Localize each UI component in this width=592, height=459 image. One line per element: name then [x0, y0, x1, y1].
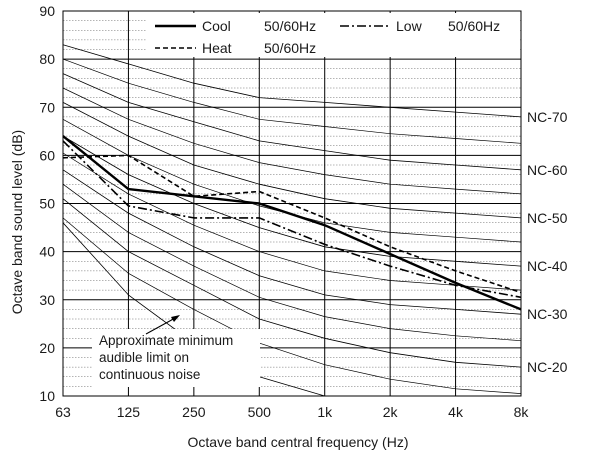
x-tick-label: 8k	[514, 404, 530, 420]
legend-low-label: Low	[396, 18, 423, 34]
series-heat-line	[62, 154, 522, 294]
y-tick-label: 70	[39, 99, 55, 115]
nc-curve	[62, 102, 522, 219]
legend-low-hz: 50/60Hz	[448, 18, 500, 34]
annotation-arrowhead	[171, 315, 180, 322]
nc-curve	[62, 73, 522, 171]
y-tick-label: 20	[39, 340, 55, 356]
nc-curve-label: NC-50	[527, 210, 568, 226]
nc-curve-label: NC-40	[527, 258, 568, 274]
y-tick-label: 40	[39, 244, 55, 260]
y-axis-label: Octave band sound level (dB)	[9, 130, 25, 314]
nc-curve-label: NC-70	[527, 109, 568, 125]
x-tick-label: 2k	[383, 404, 399, 420]
annotation-line-3: continuous noise	[99, 367, 200, 382]
nc-minor-curve	[62, 87, 522, 195]
x-tick-label: 125	[117, 404, 141, 420]
nc-curve	[62, 169, 522, 315]
legend-cool-label: Cool	[202, 18, 231, 34]
y-tick-label: 50	[39, 196, 55, 212]
series-low-line	[62, 140, 522, 299]
x-axis-label: Octave band central frequency (Hz)	[188, 434, 409, 450]
nc-curve-label: NC-20	[527, 359, 568, 375]
nc-minor-curve	[62, 183, 522, 342]
legend-heat-hz: 50/60Hz	[264, 40, 316, 56]
y-tick-label: 60	[39, 147, 55, 163]
x-tick-label: 500	[248, 404, 272, 420]
x-tick-label: 250	[182, 404, 206, 420]
plot-frame	[62, 10, 522, 397]
y-tick-label: 10	[39, 388, 55, 404]
nc-curve-label: NC-30	[527, 306, 568, 322]
y-tick-label: 90	[39, 3, 55, 19]
x-tick-label: 63	[55, 404, 71, 420]
nc-curve	[62, 198, 522, 368]
x-tick-label: 1k	[317, 404, 333, 420]
legend-cool-hz: 50/60Hz	[264, 18, 316, 34]
nc-curve-label: NC-60	[527, 162, 568, 178]
annotation-line-2: audible limit on	[99, 350, 189, 365]
legend-heat-label: Heat	[202, 40, 232, 56]
nc-curve	[62, 135, 522, 267]
nc-minor-curve	[62, 58, 522, 144]
annotation-hearing-limit: Approximate minimum audible limit on con…	[92, 315, 260, 387]
nc-minor-curve	[62, 152, 522, 291]
series-cool-line	[62, 135, 522, 311]
annotation-line-1: Approximate minimum	[99, 333, 233, 348]
x-tick-label: 4k	[448, 404, 464, 420]
annotation-arrow	[145, 316, 178, 335]
nc-curve	[62, 44, 522, 118]
nc-curves: NC-70 NC-60 NC-50 NC-40 NC-30 NC-20	[62, 44, 568, 397]
data-series	[62, 135, 522, 311]
nc-minor-curve	[62, 217, 522, 394]
y-tick-label: 80	[39, 51, 55, 67]
y-tick-label: 30	[39, 292, 55, 308]
legend: Cool 50/60Hz Low 50/60Hz Heat 50/60Hz	[147, 13, 520, 57]
axis-ticks: 63 125 250 500 1k 2k 4k 8k 10 20 30 40 50 60 70 80 90	[39, 3, 529, 420]
